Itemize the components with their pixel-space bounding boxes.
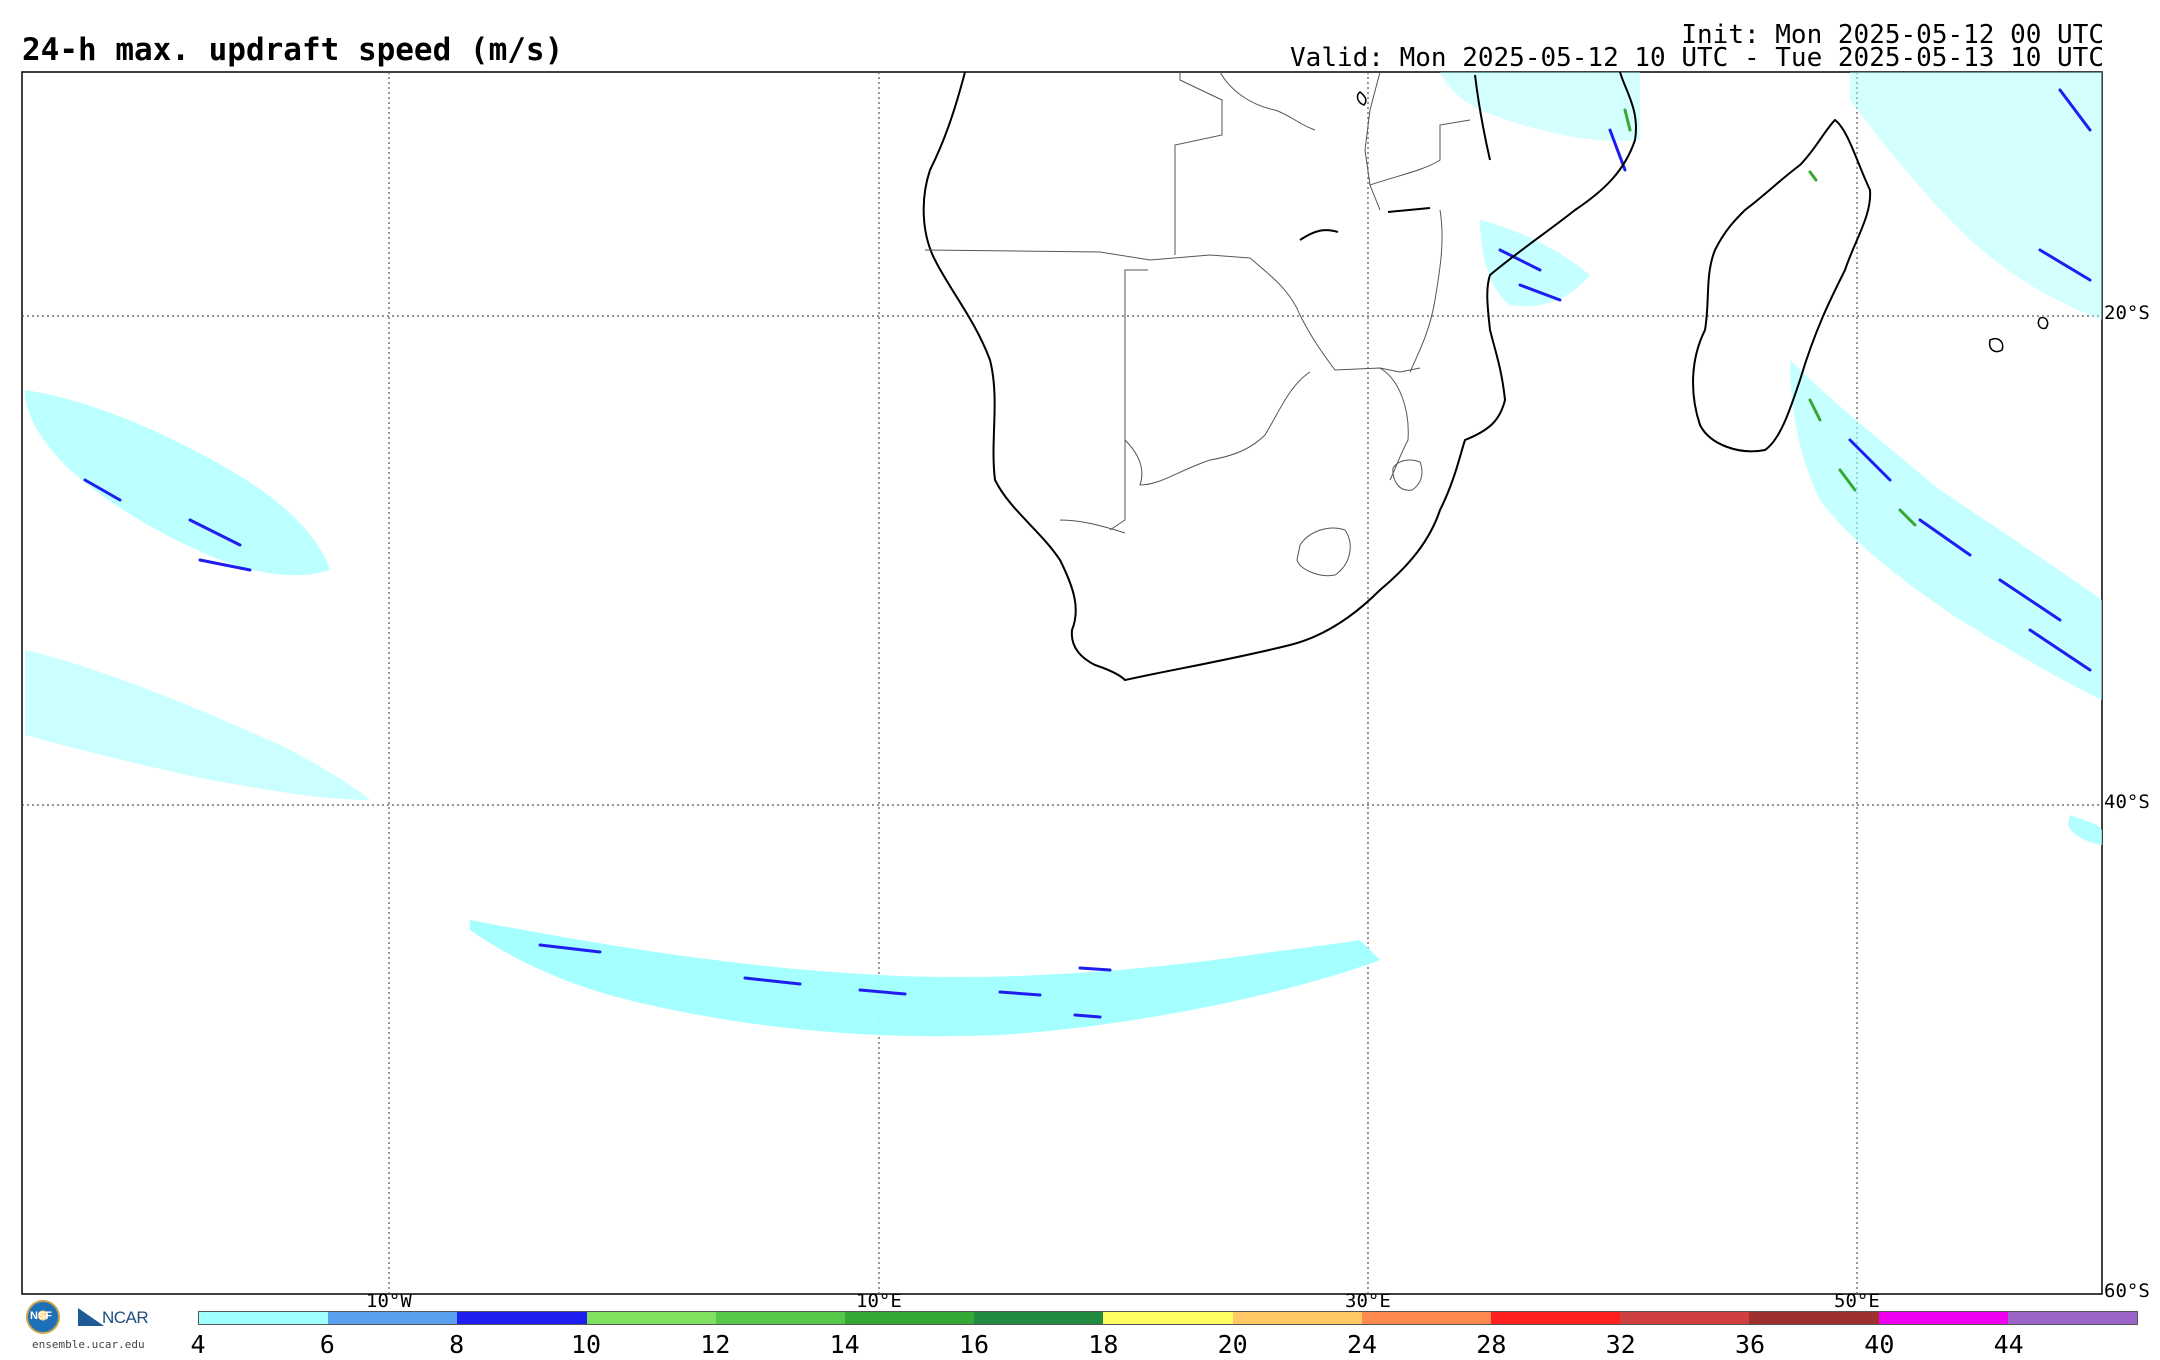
- updraft-streaks-green: [1623, 108, 1917, 527]
- updraft-swaths: [25, 72, 2102, 1037]
- colorbar-segment: [1749, 1312, 1879, 1324]
- colorbar-segment: [328, 1312, 458, 1324]
- colorbar-segment: [457, 1312, 587, 1324]
- colorbar-tick-label: 16: [958, 1330, 990, 1359]
- colorbar-tick-label: 40: [1864, 1330, 1895, 1359]
- init-time: Init: Mon 2025-05-12 00 UTC: [1681, 20, 2104, 50]
- colorbar-tick-label: 4: [190, 1330, 206, 1359]
- coastlines: [922, 71, 2049, 682]
- colorbar-segment: [1361, 1312, 1492, 1324]
- cahora-bassa: [1387, 207, 1431, 213]
- reunion: [2037, 316, 2049, 330]
- southwest-atlantic-cluster-2: [25, 650, 370, 800]
- colorbar-tick-label: 18: [1088, 1330, 1119, 1359]
- colorbar-tick-label: 6: [319, 1330, 335, 1359]
- colorbar-segment: [1232, 1312, 1362, 1324]
- lake-tanganyika: [1356, 91, 1367, 106]
- lon-label-10e: 10°E: [856, 1290, 902, 1312]
- colorbar-tick-label: 20: [1217, 1330, 1248, 1359]
- colorbar-segment: [974, 1312, 1104, 1324]
- colorbar-labels: 4 6 8 10 12 14 16 18 20 24 28 32 36 40 44: [0, 1330, 2160, 1360]
- mozambique-cluster: [1480, 220, 1590, 307]
- lat-label-40s-text: 40°S: [2104, 791, 2150, 813]
- southwest-atlantic-cluster: [25, 390, 330, 576]
- far-east-patch: [2068, 815, 2102, 845]
- colorbar-tick-label: 10: [570, 1330, 602, 1359]
- africa-coast: [922, 71, 1637, 682]
- colorbar-tick-label: 14: [829, 1330, 860, 1359]
- footer-url: ensemble.ucar.edu: [32, 1338, 145, 1351]
- colorbar-segment: [1620, 1312, 1750, 1324]
- colorbar-segment: [2007, 1312, 2138, 1324]
- southern-ocean-band: [470, 920, 1380, 1037]
- gridlines: [22, 72, 2102, 1294]
- map-panel: [21, 71, 2103, 1295]
- map-frame: [21, 71, 2103, 1295]
- ncar-logo-text: NCAR: [102, 1308, 149, 1327]
- lake-kariba: [1299, 229, 1339, 241]
- colorbar-tick-label: 32: [1605, 1330, 1636, 1359]
- nsf-logo-text: NSF: [30, 1310, 52, 1322]
- valid-time: Valid: Mon 2025-05-12 10 UTC - Tue 2025-…: [1290, 43, 2104, 73]
- east-africa-cluster: [1440, 72, 1640, 141]
- colorbar-segment: [199, 1312, 329, 1324]
- madagascar-east-band: [1790, 360, 2102, 700]
- colorbar-tick-label: 44: [1993, 1330, 2024, 1359]
- ncar-logo-icon: [78, 1308, 104, 1326]
- mauritius: [1988, 338, 2004, 353]
- nsf-logo-icon: [26, 1300, 60, 1334]
- colorbar-segment: [715, 1312, 846, 1324]
- colorbar: [198, 1311, 2138, 1325]
- lon-label-30e: 30°E: [1345, 1290, 1391, 1312]
- colorbar-tick-label: 28: [1476, 1330, 1507, 1359]
- chart-title: 24-h max. updraft speed (m/s): [22, 32, 564, 68]
- colorbar-tick-label: 36: [1734, 1330, 1766, 1359]
- indian-ocean-northeast: [1850, 72, 2102, 320]
- colorbar-tick-label: 24: [1346, 1330, 1378, 1359]
- colorbar-segment: [1103, 1312, 1233, 1324]
- updraft-streaks-blue: [83, 88, 2092, 1019]
- lat-label-20s-text: 20°S: [2104, 302, 2150, 324]
- colorbar-segment: [1878, 1312, 2008, 1324]
- colorbar-tick-label: 12: [700, 1330, 731, 1359]
- lon-label-50e: 50°E: [1834, 1290, 1880, 1312]
- colorbar-tick-label: 8: [449, 1330, 465, 1359]
- colorbar-segment: [1491, 1312, 1621, 1324]
- national-borders: [924, 71, 1471, 577]
- madagascar-coast: [1692, 118, 1872, 453]
- logo-block: NSF NCAR ensemble.ucar.edu: [22, 1298, 162, 1354]
- lake-malawi: [1474, 74, 1491, 161]
- colorbar-segment: [845, 1312, 975, 1324]
- lon-label-10w: 10°W: [366, 1290, 412, 1312]
- colorbar-segment: [586, 1312, 716, 1324]
- lat-label-60s-text: 60°S: [2104, 1280, 2150, 1302]
